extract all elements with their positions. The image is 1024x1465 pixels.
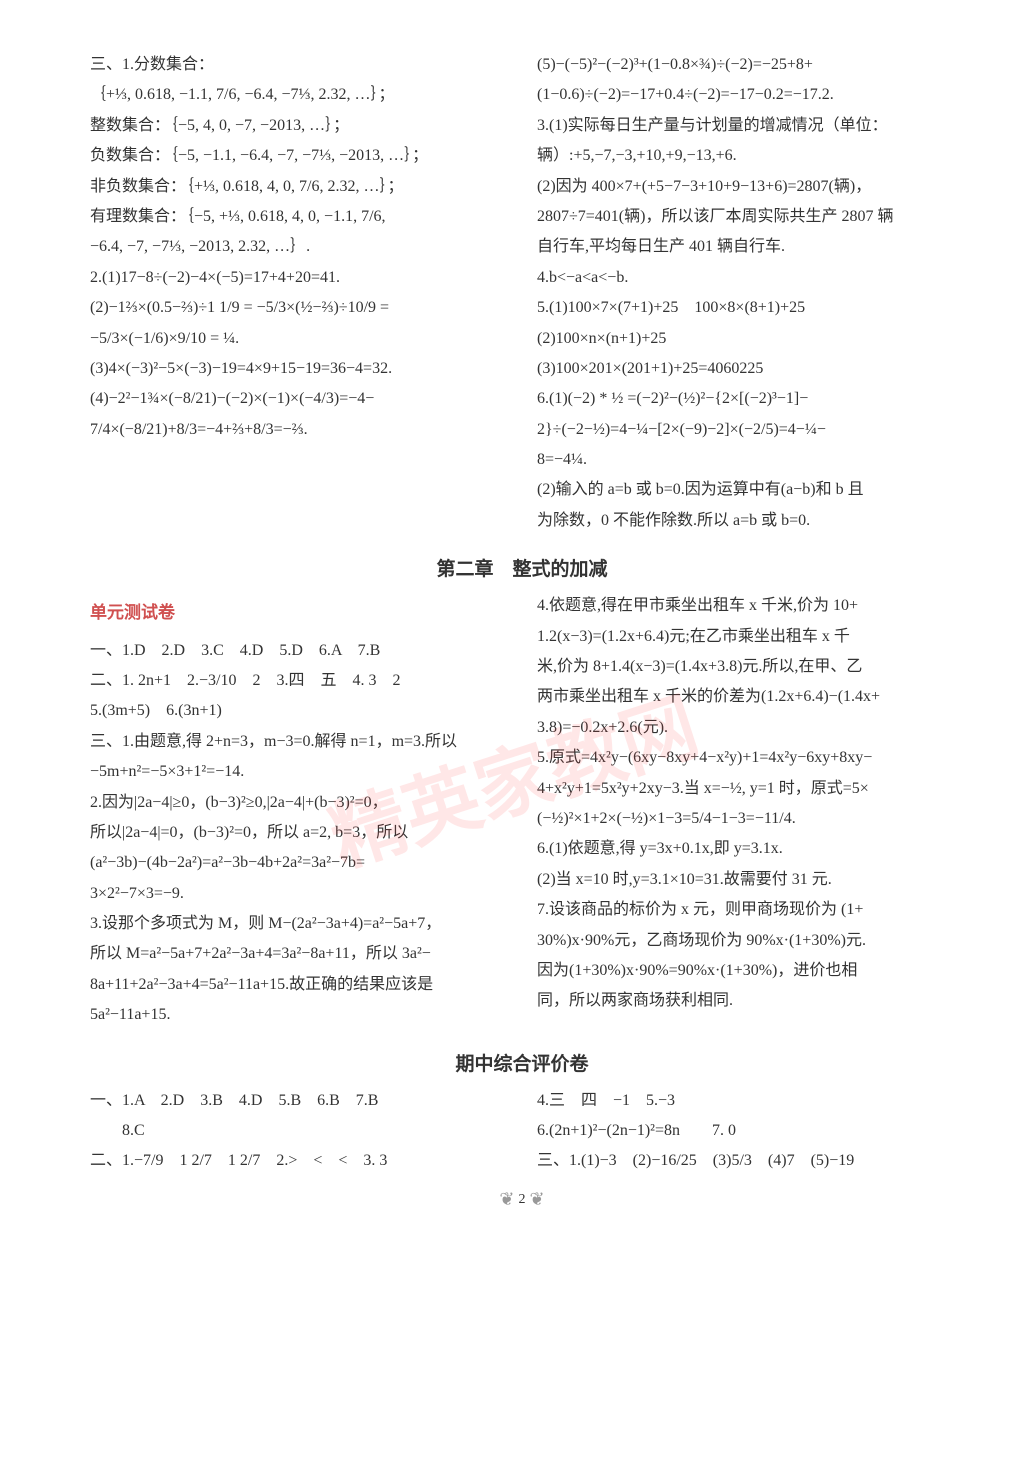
math-line: 1.2(x−3)=(1.2x+6.4)元;在乙市乘坐出租车 x 千 [537, 622, 954, 652]
math-line: 负数集合：｛−5, −1.1, −6.4, −7, −7⅓, −2013, …｝… [90, 141, 507, 171]
math-line: 2.因为|2a−4|≥0，(b−3)²≥0,|2a−4|+(b−3)²=0， [90, 788, 507, 818]
math-line: (3)100×201×(201+1)+25=4060225 [537, 354, 954, 384]
math-line: ｛+⅓, 0.618, −1.1, 7/6, −6.4, −7⅓, 2.32, … [90, 80, 507, 110]
answer-line: 8.C [90, 1116, 507, 1146]
unit-test-title: 单元测试卷 [90, 597, 507, 629]
math-line: 非负数集合：｛+⅓, 0.618, 4, 0, 7/6, 2.32, …｝； [90, 172, 507, 202]
math-line: 辆）:+5,−7,−3,+10,+9,−13,+6. [537, 141, 954, 171]
math-line: (2)100×n×(n+1)+25 [537, 324, 954, 354]
math-line: (a²−3b)−(4b−2a²)=a²−3b−4b+2a²=3a²−7b= [90, 848, 507, 878]
top-left-column: 三、1.分数集合： ｛+⅓, 0.618, −1.1, 7/6, −6.4, −… [90, 50, 507, 536]
math-line: 30%)x·90%元，乙商场现价为 90%x·(1+30%)元. [537, 926, 954, 956]
answer-line: 二、1. 2n+1 2.−3/10 2 3.四 五 4. 3 2 [90, 666, 507, 696]
math-line: 所以 M=a²−5a+7+2a²−3a+4=3a²−8a+11，所以 3a²− [90, 939, 507, 969]
math-line: (2)输入的 a=b 或 b=0.因为运算中有(a−b)和 b 且 [537, 475, 954, 505]
top-right-column: (5)−(−5)²−(−2)³+(1−0.8×¾)÷(−2)=−25+8+ (1… [537, 50, 954, 536]
math-line: 两市乘坐出租车 x 千米的价差为(1.2x+6.4)−(1.4x+ [537, 682, 954, 712]
section-heading: 三、1.分数集合： [90, 50, 507, 80]
math-line: (1−0.6)÷(−2)=−17+0.4÷(−2)=−17−0.2=−17.2. [537, 80, 954, 110]
answer-line: 三、1.(1)−3 (2)−16/25 (3)5/3 (4)7 (5)−19 [537, 1146, 954, 1176]
math-line: 所以|2a−4|=0，(b−3)²=0，所以 a=2, b=3，所以 [90, 818, 507, 848]
math-line: 2}÷(−2−½)=4−¼−[2×(−9)−2]×(−2/5)=4−¼− [537, 415, 954, 445]
midterm-section: 一、1.A 2.D 3.B 4.D 5.B 6.B 7.B 8.C 二、1.−7… [90, 1086, 954, 1177]
math-line: 米,价为 8+1.4(x−3)=(1.4x+3.8)元.所以,在甲、乙 [537, 652, 954, 682]
math-line: 三、1.由题意,得 2+n=3，m−3=0.解得 n=1，m=3.所以 [90, 727, 507, 757]
math-line: 6.(1)(−2) * ½ =(−2)²−(½)²−{2×[(−2)³−1]− [537, 384, 954, 414]
answer-line: 一、1.D 2.D 3.C 4.D 5.D 6.A 7.B [90, 636, 507, 666]
ch2-left-column: 单元测试卷 一、1.D 2.D 3.C 4.D 5.D 6.A 7.B 二、1.… [90, 591, 507, 1030]
math-line: 3×2²−7×3=−9. [90, 879, 507, 909]
math-line: 3.8)=−0.2x+2.6(元). [537, 713, 954, 743]
math-line: 7.设该商品的标价为 x 元，则甲商场现价为 (1+ [537, 895, 954, 925]
math-line: (2)当 x=10 时,y=3.1×10=31.故需要付 31 元. [537, 865, 954, 895]
math-line: 8a+11+2a²−3a+4=5a²−11a+15.故正确的结果应该是 [90, 970, 507, 1000]
math-line: 2807÷7=401(辆)，所以该厂本周实际共生产 2807 辆 [537, 202, 954, 232]
chapter2-section: 单元测试卷 一、1.D 2.D 3.C 4.D 5.D 6.A 7.B 二、1.… [90, 591, 954, 1030]
page-deco-left-icon: ❦ [499, 1189, 514, 1210]
midterm-title: 期中综合评价卷 [90, 1049, 954, 1076]
midterm-left-column: 一、1.A 2.D 3.B 4.D 5.B 6.B 7.B 8.C 二、1.−7… [90, 1086, 507, 1177]
math-line: (5)−(−5)²−(−2)³+(1−0.8×¾)÷(−2)=−25+8+ [537, 50, 954, 80]
math-line: 因为(1+30%)x·90%=90%x·(1+30%)，进价也相 [537, 956, 954, 986]
math-line: 4+x²y+1=5x²y+2xy−3.当 x=−½, y=1 时，原式=5× [537, 774, 954, 804]
page-number: 2 [519, 1192, 526, 1208]
chapter2-title: 第二章 整式的加减 [90, 554, 954, 581]
math-line: −5/3×(−1/6)×9/10 = ¼. [90, 324, 507, 354]
math-line: 4.依题意,得在甲市乘坐出租车 x 千米,价为 10+ [537, 591, 954, 621]
math-line: (2)−1⅔×(0.5−⅔)÷1 1/9 = −5/3×(½−⅔)÷10/9 = [90, 293, 507, 323]
math-line: 3.设那个多项式为 M，则 M−(2a²−3a+4)=a²−5a+7， [90, 909, 507, 939]
math-line: 6.(1)依题意,得 y=3x+0.1x,即 y=3.1x. [537, 834, 954, 864]
math-line: 2.(1)17−8÷(−2)−4×(−5)=17+4+20=41. [90, 263, 507, 293]
math-line: 8=−4¼. [537, 445, 954, 475]
math-line: (3)4×(−3)²−5×(−3)−19=4×9+15−19=36−4=32. [90, 354, 507, 384]
top-section: 三、1.分数集合： ｛+⅓, 0.618, −1.1, 7/6, −6.4, −… [90, 50, 954, 536]
math-line: 7/4×(−8/21)+8/3=−4+⅔+8/3=−⅔. [90, 415, 507, 445]
page-deco-right-icon: ❦ [530, 1189, 545, 1210]
math-line: (4)−2²−1¾×(−8/21)−(−2)×(−1)×(−4/3)=−4− [90, 384, 507, 414]
math-line: 5a²−11a+15. [90, 1000, 507, 1030]
math-line: 同，所以两家商场获利相同. [537, 986, 954, 1016]
math-line: −5m+n²=−5×3+1²=−14. [90, 757, 507, 787]
answer-line: 6.(2n+1)²−(2n−1)²=8n 7. 0 [537, 1116, 954, 1146]
math-line: 有理数集合：｛−5, +⅓, 0.618, 4, 0, −1.1, 7/6, [90, 202, 507, 232]
math-line: 3.(1)实际每日生产量与计划量的增减情况（单位： [537, 111, 954, 141]
ch2-right-column: 4.依题意,得在甲市乘坐出租车 x 千米,价为 10+ 1.2(x−3)=(1.… [537, 591, 954, 1030]
math-line: 自行车,平均每日生产 401 辆自行车. [537, 232, 954, 262]
math-line: 5.(1)100×7×(7+1)+25 100×8×(8+1)+25 [537, 293, 954, 323]
math-line: −6.4, −7, −7⅓, −2013, 2.32, …｝. [90, 232, 507, 262]
math-line: (2)因为 400×7+(+5−7−3+10+9−13+6)=2807(辆)， [537, 172, 954, 202]
math-line: 5.原式=4x²y−(6xy−8xy+4−x²y)+1=4x²y−6xy+8xy… [537, 743, 954, 773]
answer-line: 4.三 四 −1 5.−3 [537, 1086, 954, 1116]
page-container: 三、1.分数集合： ｛+⅓, 0.618, −1.1, 7/6, −6.4, −… [90, 50, 954, 1425]
math-line: 为除数，0 不能作除数.所以 a=b 或 b=0. [537, 506, 954, 536]
math-line: 整数集合：｛−5, 4, 0, −7, −2013, …｝； [90, 111, 507, 141]
answer-line: 二、1.−7/9 1 2/7 1 2/7 2.> < < 3. 3 [90, 1146, 507, 1176]
answer-line: 5.(3m+5) 6.(3n+1) [90, 696, 507, 726]
midterm-right-column: 4.三 四 −1 5.−3 6.(2n+1)²−(2n−1)²=8n 7. 0 … [537, 1086, 954, 1177]
page-number-wrap: ❦ 2 ❦ [90, 1189, 954, 1210]
answer-line: 一、1.A 2.D 3.B 4.D 5.B 6.B 7.B [90, 1086, 507, 1116]
math-line: 4.b<−a<a<−b. [537, 263, 954, 293]
math-line: (−½)²×1+2×(−½)×1−3=5/4−1−3=−11/4. [537, 804, 954, 834]
